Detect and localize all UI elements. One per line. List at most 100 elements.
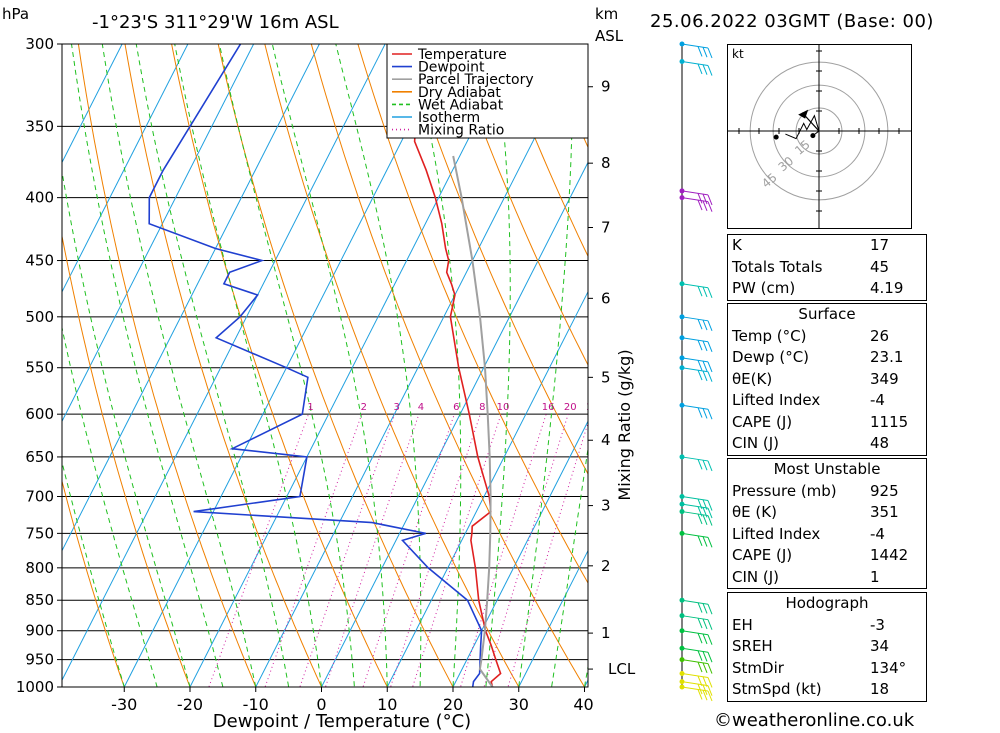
wind-barb (679, 195, 713, 212)
wind-barb-flag (697, 535, 703, 546)
wind-barb-flag (697, 199, 703, 211)
temperature-tick-label: 40 (573, 695, 593, 714)
surface-title: Surface (798, 305, 856, 323)
storm-motion-dot (810, 133, 816, 139)
wind-barb-shaft (681, 503, 709, 509)
wind-barb-flag (707, 634, 713, 645)
row-value: 4.19 (870, 279, 904, 297)
table-row: StmSpd (kt) 18 (728, 679, 926, 701)
wind-barb-flag (702, 536, 708, 547)
wind-barb (679, 670, 713, 688)
wind-barb (679, 314, 713, 331)
row-label: StmDir (732, 658, 784, 677)
wind-barb-flag (707, 677, 713, 688)
wet-adiabat (62, 168, 191, 687)
km-tick-label: 5 (601, 368, 611, 386)
wind-barb-flag (707, 460, 713, 472)
legend-label: Dry Adiabat (418, 85, 501, 101)
wind-barb-flag (707, 515, 713, 526)
wind-barb-flag (697, 193, 703, 204)
mixing-ratio-line (324, 414, 420, 687)
wind-barb-flag (707, 371, 713, 382)
wind-barb-flag (697, 339, 703, 351)
wind-barb (679, 355, 713, 373)
table-row: SREH 34 (728, 636, 926, 658)
wet-adiabat (70, 44, 224, 687)
wind-barb-flag (697, 498, 703, 510)
wind-barb-shaft (681, 599, 709, 605)
table-row: θE (K) 351 (728, 502, 926, 524)
wind-barb-flag (702, 603, 708, 614)
wind-barb-flag (702, 370, 708, 382)
location-title: -1°23'S 311°29'W 16m ASL (92, 12, 339, 33)
dry-adiabat (77, 44, 257, 687)
wind-barb-flag (697, 459, 703, 470)
row-value: -3 (870, 615, 885, 634)
most-unstable-table: Most Unstable Pressure (mb) 925 θE (K) 351 Li… (727, 458, 927, 589)
wind-barb (679, 684, 713, 702)
hodograph-unit: kt (732, 47, 744, 61)
row-value: 134° (870, 658, 907, 677)
wind-barb-flag (702, 193, 708, 205)
row-label: Dewp (°C) (732, 348, 810, 366)
wind-barb-flag (702, 64, 708, 75)
wind-barb-flag (707, 507, 713, 519)
dry-adiabat (450, 44, 588, 367)
wind-barb-flag (707, 287, 713, 298)
dry-adiabat (171, 44, 388, 687)
isotherm (518, 549, 588, 687)
dry-adiabat (124, 44, 323, 687)
mixing-ratio-axis-label: Mixing Ratio (g/kg) (615, 349, 634, 500)
pressure-tick-label: 900 (25, 622, 54, 640)
wind-barb-shaft (681, 647, 709, 653)
row-value: 351 (870, 503, 899, 521)
pressure-tick-label: 300 (25, 35, 54, 53)
row-value: 925 (870, 481, 899, 500)
mixing-ratio-label: 6 (453, 402, 459, 413)
row-value: 26 (870, 326, 890, 345)
mixing-ratio-label: 2 (361, 402, 367, 413)
wind-barb-flag (707, 361, 713, 373)
wind-barb-flag (702, 360, 708, 372)
wind-barb-flag (702, 200, 708, 212)
wind-barb-flag (697, 602, 703, 613)
hodograph_stats-title: Hodograph (785, 594, 869, 612)
wind-barb-flag (702, 651, 708, 662)
wet-adiabat (518, 44, 574, 687)
km-tick-label: 7 (601, 218, 611, 236)
wind-barb-flag (702, 319, 708, 331)
row-label: Lifted Index (732, 524, 821, 543)
wind-barb-flag (697, 650, 703, 661)
wet-adiabat (101, 44, 257, 687)
wind-barb-flag (707, 194, 713, 206)
wind-barb-shaft (681, 686, 709, 692)
wind-barb-flag (697, 360, 703, 371)
wind-barb-flag (707, 320, 713, 331)
mixing-ratio-label: 3 (394, 402, 400, 413)
dry-adiabat (310, 44, 586, 687)
km-unit-label: km (595, 5, 618, 23)
wind-barb-flag (697, 407, 703, 418)
dry-adiabat (950, 0, 1000, 713)
pressure-tick-label: 550 (25, 359, 54, 377)
wind-barb-flag (697, 285, 703, 297)
dry-adiabat (62, 233, 191, 687)
pressure-tick-label: 1000 (16, 678, 54, 696)
wind-barb-shaft (681, 190, 709, 196)
pressure-tick-label: 350 (25, 117, 54, 135)
wind-barb-flag (697, 63, 703, 75)
wind-barb-flag (702, 684, 708, 696)
wind-barb-dot (679, 59, 685, 65)
table-row: CAPE (J) 1442 (728, 545, 926, 567)
wind-barb (679, 281, 713, 298)
wind-barb-dot (679, 509, 685, 515)
isotherm (320, 161, 588, 687)
wind-barb-flag (702, 676, 708, 687)
table-row: Temp (°C) 26 (728, 326, 926, 348)
wind-barb-shaft (681, 197, 709, 203)
legend-label: Mixing Ratio (418, 123, 504, 139)
wind-barb-flag (707, 341, 713, 352)
wet-adiabat (583, 664, 588, 687)
temperature-tick-label: 20 (443, 695, 463, 714)
